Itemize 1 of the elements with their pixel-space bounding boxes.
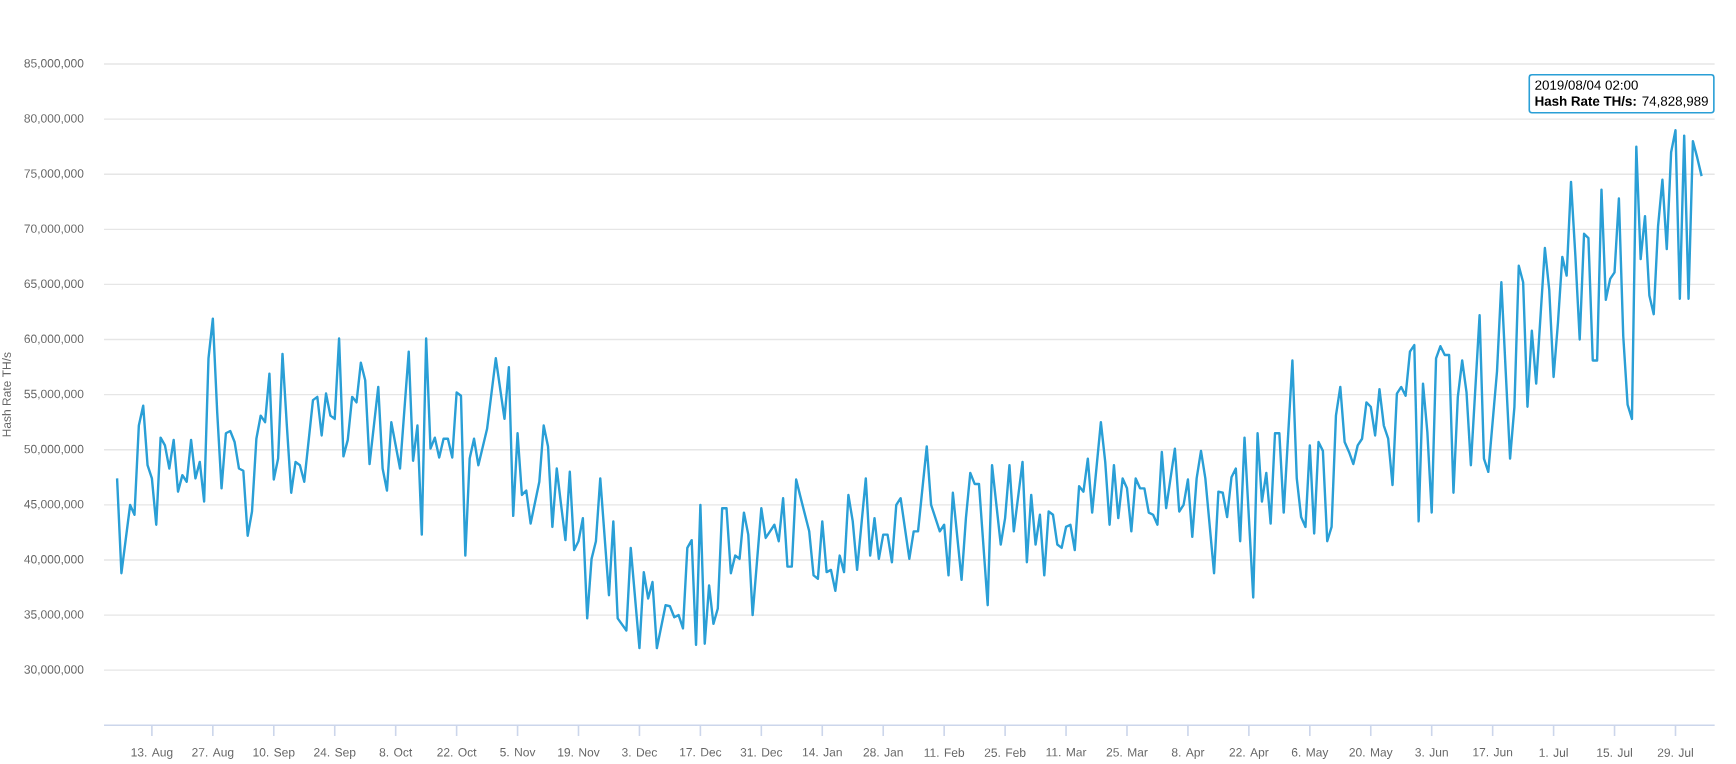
line-series bbox=[115, 129, 1703, 650]
